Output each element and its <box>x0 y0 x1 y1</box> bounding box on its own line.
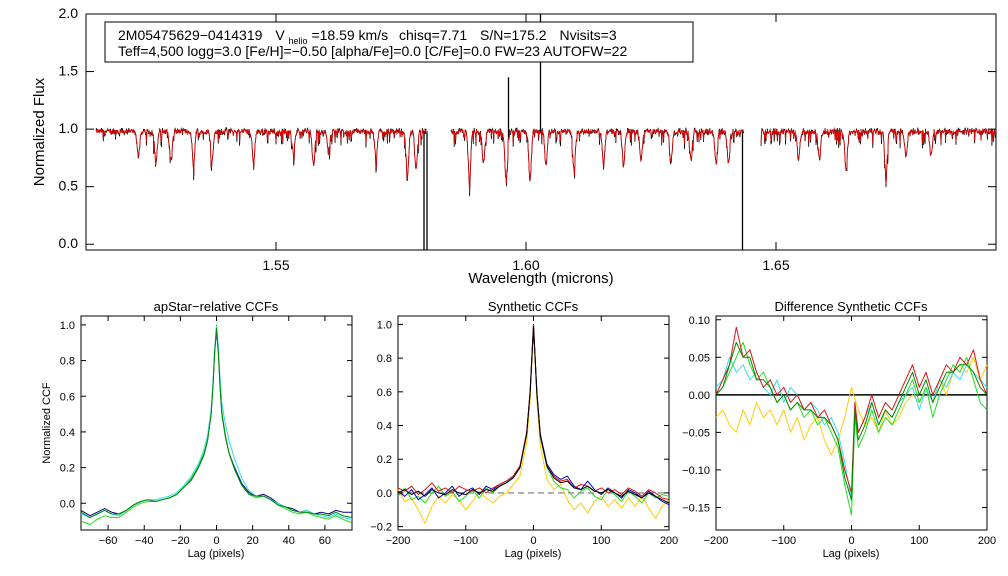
apstar-y-tick-label: 0.4 <box>60 427 75 439</box>
difference-y-tick-label: −0.10 <box>682 465 710 477</box>
apstar-x-tick-label: 60 <box>319 535 331 547</box>
sn-value: S/N=175.2 <box>480 27 547 43</box>
apstar-x-tick-label: −20 <box>171 535 190 547</box>
spectrum-series-model <box>95 127 997 193</box>
spectrum-y-tick-label: 2.0 <box>59 5 79 21</box>
difference-x-tick-label: 200 <box>978 535 996 547</box>
stellar-params: Teff=4,500 logg=3.0 [Fe/H]=−0.50 [alpha/… <box>118 43 627 59</box>
synthetic-y-tick-label: −0.2 <box>370 522 392 534</box>
apstar-ccf-x-axis-title: Lag (pixels) <box>188 548 245 560</box>
apstar-y-tick-label: 1.0 <box>60 320 75 332</box>
spectrum-x-tick-label: 1.60 <box>512 257 539 273</box>
difference-ccf-x-axis-title: Lag (pixels) <box>823 548 880 560</box>
apstar-series-ccf2 <box>80 324 353 526</box>
synthetic-ccf-x-axis-title: Lag (pixels) <box>505 548 562 560</box>
difference-ccf-axes: −200 −100 0 100 200 −0.15 −0.10 −0.05 0.00 0.05 0.… <box>682 315 996 547</box>
difference-series-diff_yellow <box>715 356 988 456</box>
synthetic-series-syn_green <box>397 323 670 504</box>
difference-y-tick-label: 0.10 <box>689 315 710 327</box>
info-box: 2M05475629−0414319 V helio =18.59 km/s c… <box>104 21 694 63</box>
apstar-ccf-y-axis-title: Normalized CCF <box>41 382 53 464</box>
nvisits-value: Nvisits=3 <box>559 27 616 43</box>
info-box-frame <box>104 21 694 63</box>
difference-y-tick-label: 0.00 <box>689 390 710 402</box>
spectrum-axes: 1.55 1.60 1.65 0.0 0.5 1.0 1.5 2.0 <box>59 5 996 273</box>
synthetic-x-tick-label: 0 <box>530 535 536 547</box>
difference-ccf-data <box>715 326 988 516</box>
spectrum-y-tick-label: 0.5 <box>59 178 79 194</box>
synthetic-ccf-title: Synthetic CCFs <box>488 299 579 314</box>
apstar-ccf-title: apStar−relative CCFs <box>154 299 279 314</box>
apstar-ccf-frame <box>80 315 353 531</box>
apstar-ccf-panel: −60 −40 −20 0 20 40 60 0.0 0.2 0.4 0.6 0.8 1.0 apSta… <box>41 299 353 560</box>
object-id: 2M05475629−0414319 <box>118 27 263 43</box>
difference-series-diff_dkgreen <box>715 341 988 501</box>
spectrum-x-tick-label: 1.55 <box>262 257 289 273</box>
difference-y-tick-label: −0.05 <box>682 427 710 439</box>
apstar-ccf-data <box>80 324 353 526</box>
synthetic-x-tick-label: 100 <box>592 535 610 547</box>
spectrum-y-tick-label: 1.0 <box>59 120 79 136</box>
difference-x-tick-label: 100 <box>910 535 928 547</box>
apstar-x-tick-label: −60 <box>99 535 118 547</box>
spectrum-y-tick-label: 0.0 <box>59 235 79 251</box>
synthetic-y-tick-label: 0.8 <box>377 353 392 365</box>
synthetic-y-tick-label: 0.2 <box>377 454 392 466</box>
difference-x-tick-label: −200 <box>704 535 729 547</box>
synthetic-series-syn_red <box>397 323 670 501</box>
synthetic-x-tick-label: −100 <box>453 535 478 547</box>
apstar-series-ccf3 <box>80 326 353 520</box>
v-helio-subscript: helio <box>289 36 308 46</box>
difference-x-tick-label: 0 <box>848 535 854 547</box>
apstar-series-ccf4 <box>80 328 353 518</box>
synthetic-y-tick-label: 0.6 <box>377 387 392 399</box>
synthetic-series-syn_black <box>397 325 670 504</box>
apstar-series-ccf1 <box>80 329 352 517</box>
apstar-x-tick-label: −40 <box>135 535 154 547</box>
apstar-x-tick-label: 0 <box>213 535 219 547</box>
spectrum-y-axis-title: Normalized Flux <box>31 77 48 186</box>
synthetic-x-tick-label: 200 <box>660 535 678 547</box>
apstar-y-tick-label: 0.6 <box>60 391 75 403</box>
difference-ccf-panel: −200 −100 0 100 200 −0.15 −0.10 −0.05 0.00 0.05 0.… <box>682 299 996 560</box>
difference-ccf-title: Difference Synthetic CCFs <box>775 299 928 314</box>
difference-y-tick-label: 0.05 <box>689 352 710 364</box>
apstar-ccf-axes: −60 −40 −20 0 20 40 60 0.0 0.2 0.4 0.6 0.8 1.0 <box>60 316 352 547</box>
chisq-value: chisq=7.71 <box>399 27 467 43</box>
synthetic-ccf-axes: −200 −100 0 100 200 −0.2 0.0 0.2 0.4 0.6 0.8 1.0 <box>370 316 678 547</box>
synthetic-series-syn_blue <box>397 325 670 506</box>
apstar-y-tick-label: 0.8 <box>60 356 75 368</box>
spectrum-x-tick-label: 1.65 <box>762 257 789 273</box>
synthetic-x-tick-label: −200 <box>386 535 411 547</box>
synthetic-y-tick-label: 1.0 <box>377 319 392 331</box>
spectrum-x-axis-title: Wavelength (microns) <box>468 270 613 287</box>
synthetic-y-tick-label: 0.4 <box>377 421 392 433</box>
spectrum-panel: 1.55 1.60 1.65 0.0 0.5 1.0 1.5 2.0 Wavelength (… <box>31 5 997 287</box>
v-helio-label: V <box>275 27 285 43</box>
synthetic-ccf-data <box>397 323 670 524</box>
spectrum-y-tick-label: 1.5 <box>59 63 79 79</box>
synthetic-y-tick-label: 0.0 <box>377 488 392 500</box>
difference-x-tick-label: −100 <box>771 535 796 547</box>
difference-series-diff_red <box>715 326 988 493</box>
apstar-y-tick-label: 0.2 <box>60 463 75 475</box>
synthetic-series-syn_yellow <box>397 327 670 524</box>
v-helio-value: =18.59 km/s <box>311 27 388 43</box>
difference-y-tick-label: −0.15 <box>682 502 710 514</box>
synthetic-ccf-panel: −200 −100 0 100 200 −0.2 0.0 0.2 0.4 0.6 0.8 1.0 Sy… <box>370 299 678 560</box>
apstar-x-tick-label: 20 <box>247 535 259 547</box>
apstar-y-tick-label: 0.0 <box>60 498 75 510</box>
apstar-x-tick-label: 40 <box>283 535 295 547</box>
info-line-1: 2M05475629−0414319 V helio =18.59 km/s c… <box>118 27 617 47</box>
